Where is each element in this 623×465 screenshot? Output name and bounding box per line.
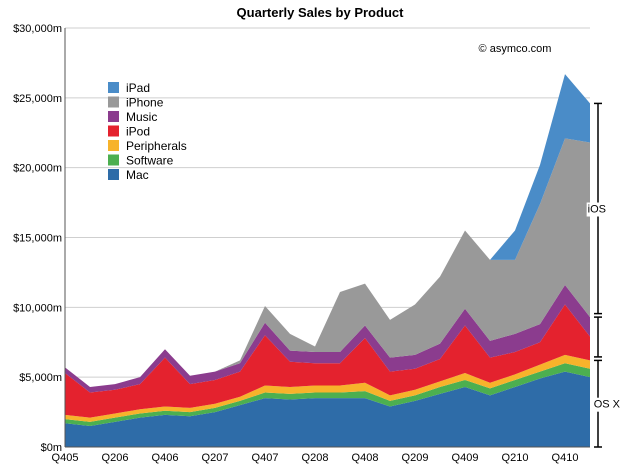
x-tick-label: Q209 — [402, 452, 429, 464]
x-tick-label: Q409 — [452, 452, 479, 464]
legend-swatch — [108, 111, 119, 122]
legend-swatch — [108, 82, 119, 93]
legend-swatch — [108, 154, 119, 166]
area-ipod — [65, 304, 590, 418]
legend: iPadiPhoneMusiciPodPeripheralsSoftwareMa… — [108, 81, 187, 182]
y-tick-label: $5,000m — [19, 372, 62, 384]
legend-swatch — [108, 96, 119, 108]
legend-label: Peripherals — [126, 139, 187, 153]
label-background — [586, 202, 607, 217]
ios-label: iOS — [588, 204, 606, 216]
x-tick-label: Q210 — [502, 452, 529, 464]
x-tick-label: Q208 — [302, 452, 329, 464]
osx-label: OS X — [594, 399, 621, 411]
y-tick-label: $0m — [41, 442, 62, 454]
chart-title: Quarterly Sales by Product — [237, 5, 405, 20]
area-peripherals — [65, 354, 590, 422]
y-tick-label: $30,000m — [13, 23, 62, 35]
annotations: iOS OS X — [586, 102, 622, 448]
legend-label: iPod — [126, 125, 150, 139]
credit-text: © asymco.com — [479, 43, 552, 55]
area-music — [65, 284, 590, 393]
x-tick-label: Q406 — [152, 452, 179, 464]
legend-label: Music — [126, 110, 157, 124]
area-mac — [65, 371, 590, 447]
label-background — [592, 397, 622, 412]
legend-swatch — [108, 140, 119, 151]
area-series — [65, 74, 590, 447]
x-tick-label: Q207 — [202, 452, 229, 464]
legend-swatch — [108, 169, 119, 180]
legend-label: Mac — [126, 168, 149, 182]
area-software — [65, 363, 590, 427]
y-tick-label: $10,000m — [13, 302, 62, 314]
x-tick-label: Q410 — [552, 452, 579, 464]
y-tick-label: $20,000m — [13, 163, 62, 175]
x-tick-label: Q405 — [52, 452, 79, 464]
legend-swatch — [108, 125, 119, 137]
legend-label: iPad — [126, 81, 150, 95]
axes: $0m $5,000m $10,000m $15,000m $20,000m $25,00… — [13, 23, 590, 464]
x-tick-label: Q408 — [352, 452, 379, 464]
y-tick-label: $25,000m — [13, 93, 62, 105]
y-tick-label: $15,000m — [13, 233, 62, 245]
x-tick-label: Q206 — [102, 452, 129, 464]
legend-label: iPhone — [126, 96, 164, 110]
legend-label: Software — [126, 154, 174, 168]
x-tick-label: Q407 — [252, 452, 279, 464]
area-iphone — [65, 138, 590, 387]
